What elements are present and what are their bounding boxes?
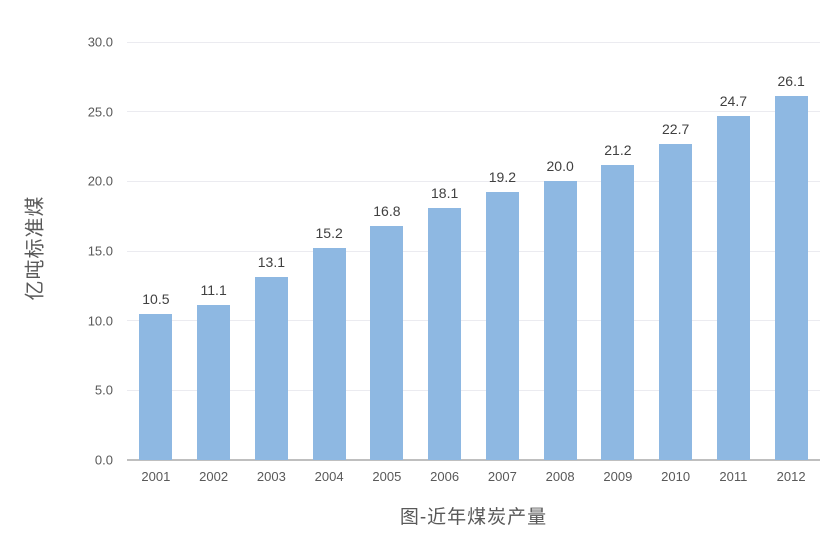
bar-value-label: 19.2 <box>488 169 516 186</box>
y-axis-title: 亿吨标准煤 <box>24 195 47 301</box>
bar-2002 <box>197 305 231 460</box>
x-tick-label: 2011 <box>719 469 748 484</box>
x-tick-label: 2004 <box>314 469 344 484</box>
bar-2006 <box>428 207 462 460</box>
x-tick-label: 2007 <box>487 469 517 484</box>
bar-2005 <box>370 225 404 460</box>
y-tick-label: 20.0 <box>87 173 113 189</box>
x-tick-label: 2009 <box>603 469 633 484</box>
bar-value-label: 18.1 <box>431 184 459 201</box>
bar-2004 <box>312 248 346 460</box>
bar-value-label: 10.5 <box>142 290 170 307</box>
plot-area: 0.0 5.0 10.0 15.0 20.0 25.0 30.0 10.5 2001 11.1 20… <box>88 35 820 484</box>
bar-value-label: 24.7 <box>719 92 747 109</box>
y-tick-label: 15.0 <box>87 243 113 259</box>
y-tick-label: 30.0 <box>87 34 113 50</box>
x-tick-label: 2012 <box>776 469 806 484</box>
gridline <box>127 389 820 391</box>
bar-2011 <box>716 115 750 460</box>
x-axis-line <box>127 459 820 461</box>
bar-2001 <box>139 313 173 460</box>
bar-2008 <box>543 181 577 460</box>
bar-2009 <box>601 164 635 460</box>
gridline <box>127 180 820 182</box>
chart-title: 图-近年煤炭产量 <box>399 507 548 528</box>
x-tick-label: 2008 <box>545 469 575 484</box>
y-tick-label: 25.0 <box>87 104 113 120</box>
x-tick-label: 2001 <box>141 469 171 484</box>
x-tick-label: 2005 <box>372 469 402 484</box>
bar-value-label: 13.1 <box>257 254 285 271</box>
gridline <box>127 320 820 322</box>
x-tick-label: 2010 <box>661 469 691 484</box>
gridline <box>127 41 820 43</box>
y-tick-label: 10.0 <box>87 313 113 329</box>
gridline <box>127 111 820 113</box>
bar-2007 <box>485 192 519 460</box>
bar-2012 <box>774 96 808 460</box>
bar-value-label: 20.0 <box>546 158 574 175</box>
x-tick-label: 2006 <box>430 469 460 484</box>
gridline <box>127 250 820 252</box>
bar-value-label: 11.1 <box>200 282 227 299</box>
x-tick-label: 2003 <box>256 469 286 484</box>
x-tick-label: 2002 <box>199 469 229 484</box>
bar-2003 <box>254 277 288 460</box>
y-tick-label: 0.0 <box>94 452 113 468</box>
bar-2010 <box>659 143 693 460</box>
bar-value-label: 15.2 <box>315 225 343 242</box>
bar-value-label: 22.7 <box>662 120 690 137</box>
y-tick-label: 5.0 <box>94 382 113 398</box>
bar-value-label: 16.8 <box>373 202 401 219</box>
bar-value-label: 21.2 <box>604 141 632 158</box>
bar-value-label: 26.1 <box>777 73 805 90</box>
